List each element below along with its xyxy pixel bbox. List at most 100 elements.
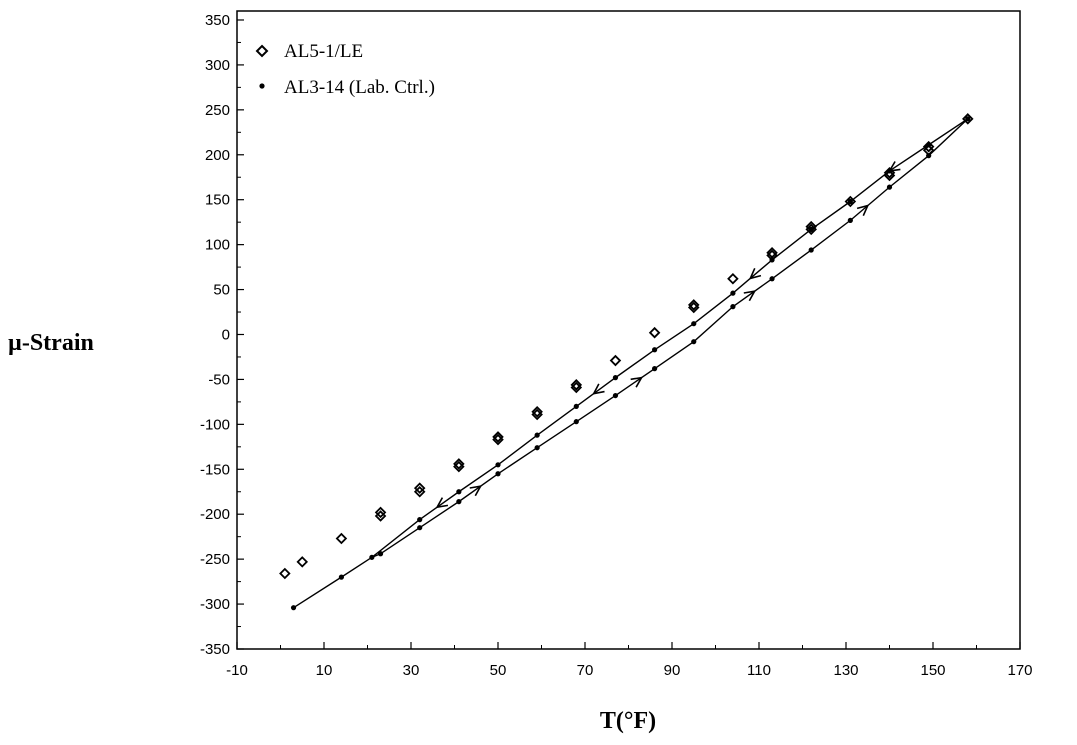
x-tick-label: 150 [920, 662, 945, 679]
y-tick-label: -200 [200, 506, 230, 523]
data-point-al5-1-le [883, 166, 896, 179]
data-point-al5-1-le [453, 458, 465, 470]
cooling-arrow [748, 267, 762, 280]
data-point-al5-1-le [648, 326, 661, 339]
data-point-al5-1-le [279, 567, 291, 580]
data-point-al3-14 [691, 321, 697, 327]
series-lines [293, 118, 969, 609]
data-point-al3-14 [730, 290, 736, 296]
data-point-al3-14 [369, 554, 375, 560]
legend: AL5-1/LE AL3-14 (Lab. Ctrl.) [255, 41, 435, 98]
heating-arrow [743, 290, 757, 302]
y-tick-label: 200 [205, 147, 230, 164]
data-point-al5-1-le [609, 354, 622, 367]
legend-label-al3: AL3-14 (Lab. Ctrl.) [284, 77, 435, 98]
data-point-al3-14 [377, 551, 384, 557]
data-point-al3-14 [417, 525, 423, 531]
x-tick-label: 10 [316, 662, 333, 679]
data-point-al3-14 [965, 116, 971, 122]
y-tick-label: 100 [205, 237, 230, 254]
y-tick-label: -250 [200, 551, 230, 568]
data-point-al3-14 [456, 489, 462, 495]
cooling-curve [371, 118, 969, 558]
data-point-al5-1-le [531, 408, 543, 421]
data-point-al3-14 [808, 247, 814, 253]
x-tick-label: 130 [833, 662, 858, 679]
cooling-arrow [592, 383, 605, 395]
y-axis-ticks: 350 300 250 200 150 100 50 0 -50 -100 -150 -200 -250… [200, 12, 244, 658]
y-tick-label: -50 [208, 371, 230, 388]
data-point-al5-1-le [687, 299, 700, 311]
data-point-al5-1-le [296, 556, 309, 568]
y-tick-label: -150 [200, 461, 230, 478]
data-point-al5-1-le [413, 482, 426, 494]
data-point-al3-14 [652, 366, 658, 372]
data-point-al3-14 [730, 304, 736, 310]
data-point-al3-14 [290, 605, 297, 611]
y-axis-title: µ-Strain [8, 330, 94, 356]
x-tick-label: 30 [403, 662, 420, 679]
data-point-al3-14 [534, 445, 540, 451]
heating-arrow [469, 485, 483, 497]
data-point-al5-1-le [374, 510, 387, 522]
y-tick-label: 350 [205, 12, 230, 29]
data-point-al3-14 [652, 347, 658, 353]
data-point-al5-1-le [453, 460, 465, 473]
data-point-al3-14 [534, 432, 540, 438]
data-point-al3-14 [886, 184, 893, 190]
data-point-al5-1-le [844, 195, 857, 208]
data-point-al5-1-le [570, 381, 583, 394]
x-tick-label: 70 [577, 662, 594, 679]
cooling-arrow [435, 497, 449, 509]
data-point-al3-14 [847, 198, 853, 205]
data-point-al5-1-le [766, 246, 778, 259]
legend-marker-diamond [255, 44, 269, 58]
y-tick-label: 50 [213, 282, 230, 299]
data-point-al5-1-le [727, 273, 739, 285]
y-tick-label: 250 [205, 102, 230, 119]
y-tick-label: -300 [200, 596, 230, 613]
data-point-al3-14 [573, 419, 579, 425]
data-points [279, 113, 974, 611]
y-tick-label: 150 [205, 192, 230, 209]
data-point-al5-1-le [492, 433, 504, 446]
x-axis-ticks: -10 10 30 50 70 90 110 130 150 170 [226, 642, 1033, 679]
data-point-al3-14 [847, 217, 853, 223]
y-tick-label: 300 [205, 57, 230, 74]
heating-curve [293, 118, 969, 609]
direction-arrows [435, 161, 901, 509]
data-point-al3-14 [495, 471, 501, 477]
x-tick-label: 170 [1007, 662, 1032, 679]
data-point-al3-14 [573, 403, 579, 409]
data-point-al5-1-le [570, 379, 583, 391]
data-point-al5-1-le [531, 405, 543, 418]
data-point-al5-1-le [335, 532, 348, 545]
data-point-al3-14 [495, 462, 501, 468]
x-tick-label: 90 [664, 662, 681, 679]
x-axis-title: T(°F) [600, 708, 656, 734]
x-tick-label: -10 [226, 662, 248, 679]
data-point-al3-14 [338, 574, 344, 580]
data-point-al5-1-le [413, 485, 426, 498]
data-point-al3-14 [612, 392, 619, 399]
x-tick-label: 50 [490, 662, 507, 679]
data-point-al3-14 [769, 276, 775, 282]
data-point-al5-1-le [805, 220, 817, 233]
heating-arrow [630, 376, 644, 388]
data-point-al3-14 [456, 499, 462, 505]
heating-arrow [856, 204, 870, 216]
legend-marker-dot [259, 83, 265, 89]
data-point-al5-1-le [492, 431, 504, 443]
legend-label-al5: AL5-1/LE [284, 41, 363, 62]
data-point-al5-1-le [922, 140, 935, 153]
data-point-al5-1-le [962, 113, 974, 125]
x-tick-label: 110 [747, 662, 771, 679]
data-point-al5-1-le [374, 506, 387, 519]
data-point-al3-14 [612, 375, 619, 381]
data-point-al3-14 [691, 339, 697, 345]
plot-frame [236, 10, 1021, 650]
data-point-al3-14 [417, 517, 423, 523]
y-tick-label: 0 [222, 326, 230, 343]
